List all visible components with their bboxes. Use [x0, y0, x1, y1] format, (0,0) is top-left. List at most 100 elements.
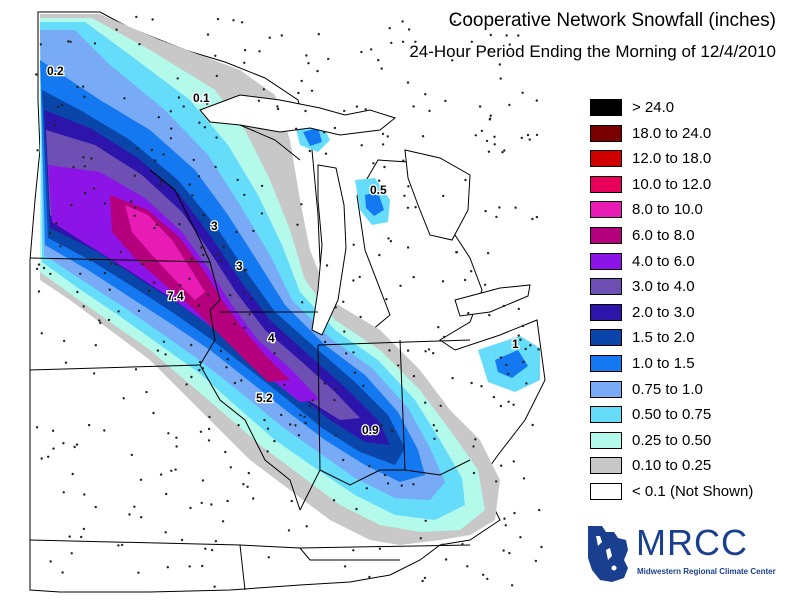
station-dot	[483, 283, 487, 286]
station-dot	[200, 246, 203, 249]
station-dot	[215, 74, 218, 78]
station-dot	[103, 429, 106, 432]
station-dot	[508, 103, 511, 107]
station-dot	[138, 43, 141, 46]
border-oh-ky	[404, 459, 471, 476]
station-dot	[260, 184, 264, 188]
station-dot	[152, 281, 156, 284]
station-dot	[432, 352, 435, 355]
station-dot	[489, 33, 492, 37]
value-label: 3	[211, 219, 218, 233]
station-dot	[214, 54, 217, 57]
station-dot	[451, 59, 454, 62]
station-dot	[531, 423, 534, 427]
station-dot	[206, 102, 209, 105]
station-dot	[294, 424, 297, 427]
station-dot	[61, 104, 64, 107]
legend-swatch	[590, 175, 622, 193]
station-dot	[470, 270, 473, 273]
station-dot	[262, 88, 265, 91]
station-dot	[390, 41, 393, 45]
station-dot	[343, 109, 346, 113]
station-dot	[159, 473, 163, 476]
station-dot	[242, 291, 246, 294]
station-dot	[244, 268, 248, 272]
station-dot	[529, 344, 532, 347]
station-dot	[488, 48, 491, 51]
station-dot	[360, 144, 363, 147]
station-dot	[304, 109, 307, 113]
station-dot	[47, 455, 50, 458]
station-dot	[441, 543, 445, 546]
station-dot	[505, 34, 508, 37]
station-dot	[62, 442, 65, 445]
station-dot	[147, 289, 151, 292]
station-dot	[98, 319, 101, 322]
legend: > 24.0 18.0 to 24.0 12.0 to 18.0 10.0 to 12…	[590, 96, 790, 506]
station-dot	[317, 33, 320, 36]
station-dot	[381, 143, 385, 146]
station-dot	[80, 535, 83, 539]
station-dot	[493, 143, 496, 146]
legend-item: > 24.0	[590, 96, 790, 122]
station-dot	[204, 547, 207, 550]
legend-swatch	[590, 457, 622, 475]
band-lake-effect-upper-core	[365, 192, 384, 216]
station-dot	[538, 508, 541, 512]
station-dot	[252, 497, 255, 500]
station-dot	[75, 443, 79, 446]
station-dot	[444, 99, 447, 103]
station-dot	[164, 531, 167, 534]
station-dot	[248, 313, 251, 316]
station-dot	[402, 159, 405, 162]
station-dot	[531, 217, 534, 221]
station-dot	[502, 549, 505, 552]
station-dot	[159, 180, 162, 183]
station-dot	[499, 356, 503, 359]
station-dot	[107, 318, 111, 322]
station-dot	[273, 352, 276, 355]
station-dot	[510, 584, 514, 587]
state-boundaries	[29, 124, 471, 591]
station-dot	[439, 404, 442, 407]
border-ia-il	[199, 309, 216, 366]
station-dot	[303, 415, 306, 418]
legend-swatch	[590, 431, 622, 449]
station-dot	[134, 368, 138, 371]
legend-label: 10.0 to 12.0	[632, 175, 712, 193]
legend-item: 3.0 to 4.0	[590, 275, 790, 301]
station-dot	[535, 133, 539, 137]
station-dot	[495, 480, 498, 483]
station-dot	[414, 40, 417, 43]
station-dot	[501, 151, 504, 154]
value-label: 3	[236, 259, 243, 273]
station-dot	[83, 493, 86, 496]
station-dot	[535, 99, 538, 102]
station-dot	[499, 77, 502, 80]
station-dot	[71, 472, 74, 476]
station-dot	[504, 524, 507, 527]
station-dot	[428, 109, 431, 113]
station-dot	[300, 203, 303, 206]
value-label: 1	[512, 337, 519, 351]
legend-item: 0.50 to 0.75	[590, 403, 790, 429]
station-dot	[467, 312, 470, 315]
station-dot	[521, 91, 524, 95]
station-dot	[512, 460, 515, 463]
station-dot	[300, 79, 303, 83]
station-dot	[203, 126, 207, 129]
lake-superior	[199, 94, 397, 136]
station-dot	[154, 159, 157, 162]
station-dot	[305, 525, 308, 528]
value-label: 0.1	[193, 91, 210, 105]
station-dot	[505, 363, 508, 367]
station-dot	[478, 105, 482, 108]
station-dot	[421, 135, 425, 138]
station-dot	[412, 483, 415, 486]
station-dot	[355, 105, 359, 108]
station-dot	[352, 279, 355, 282]
station-dot	[537, 348, 540, 351]
station-dot	[232, 19, 235, 22]
legend-item: 10.0 to 12.0	[590, 173, 790, 199]
